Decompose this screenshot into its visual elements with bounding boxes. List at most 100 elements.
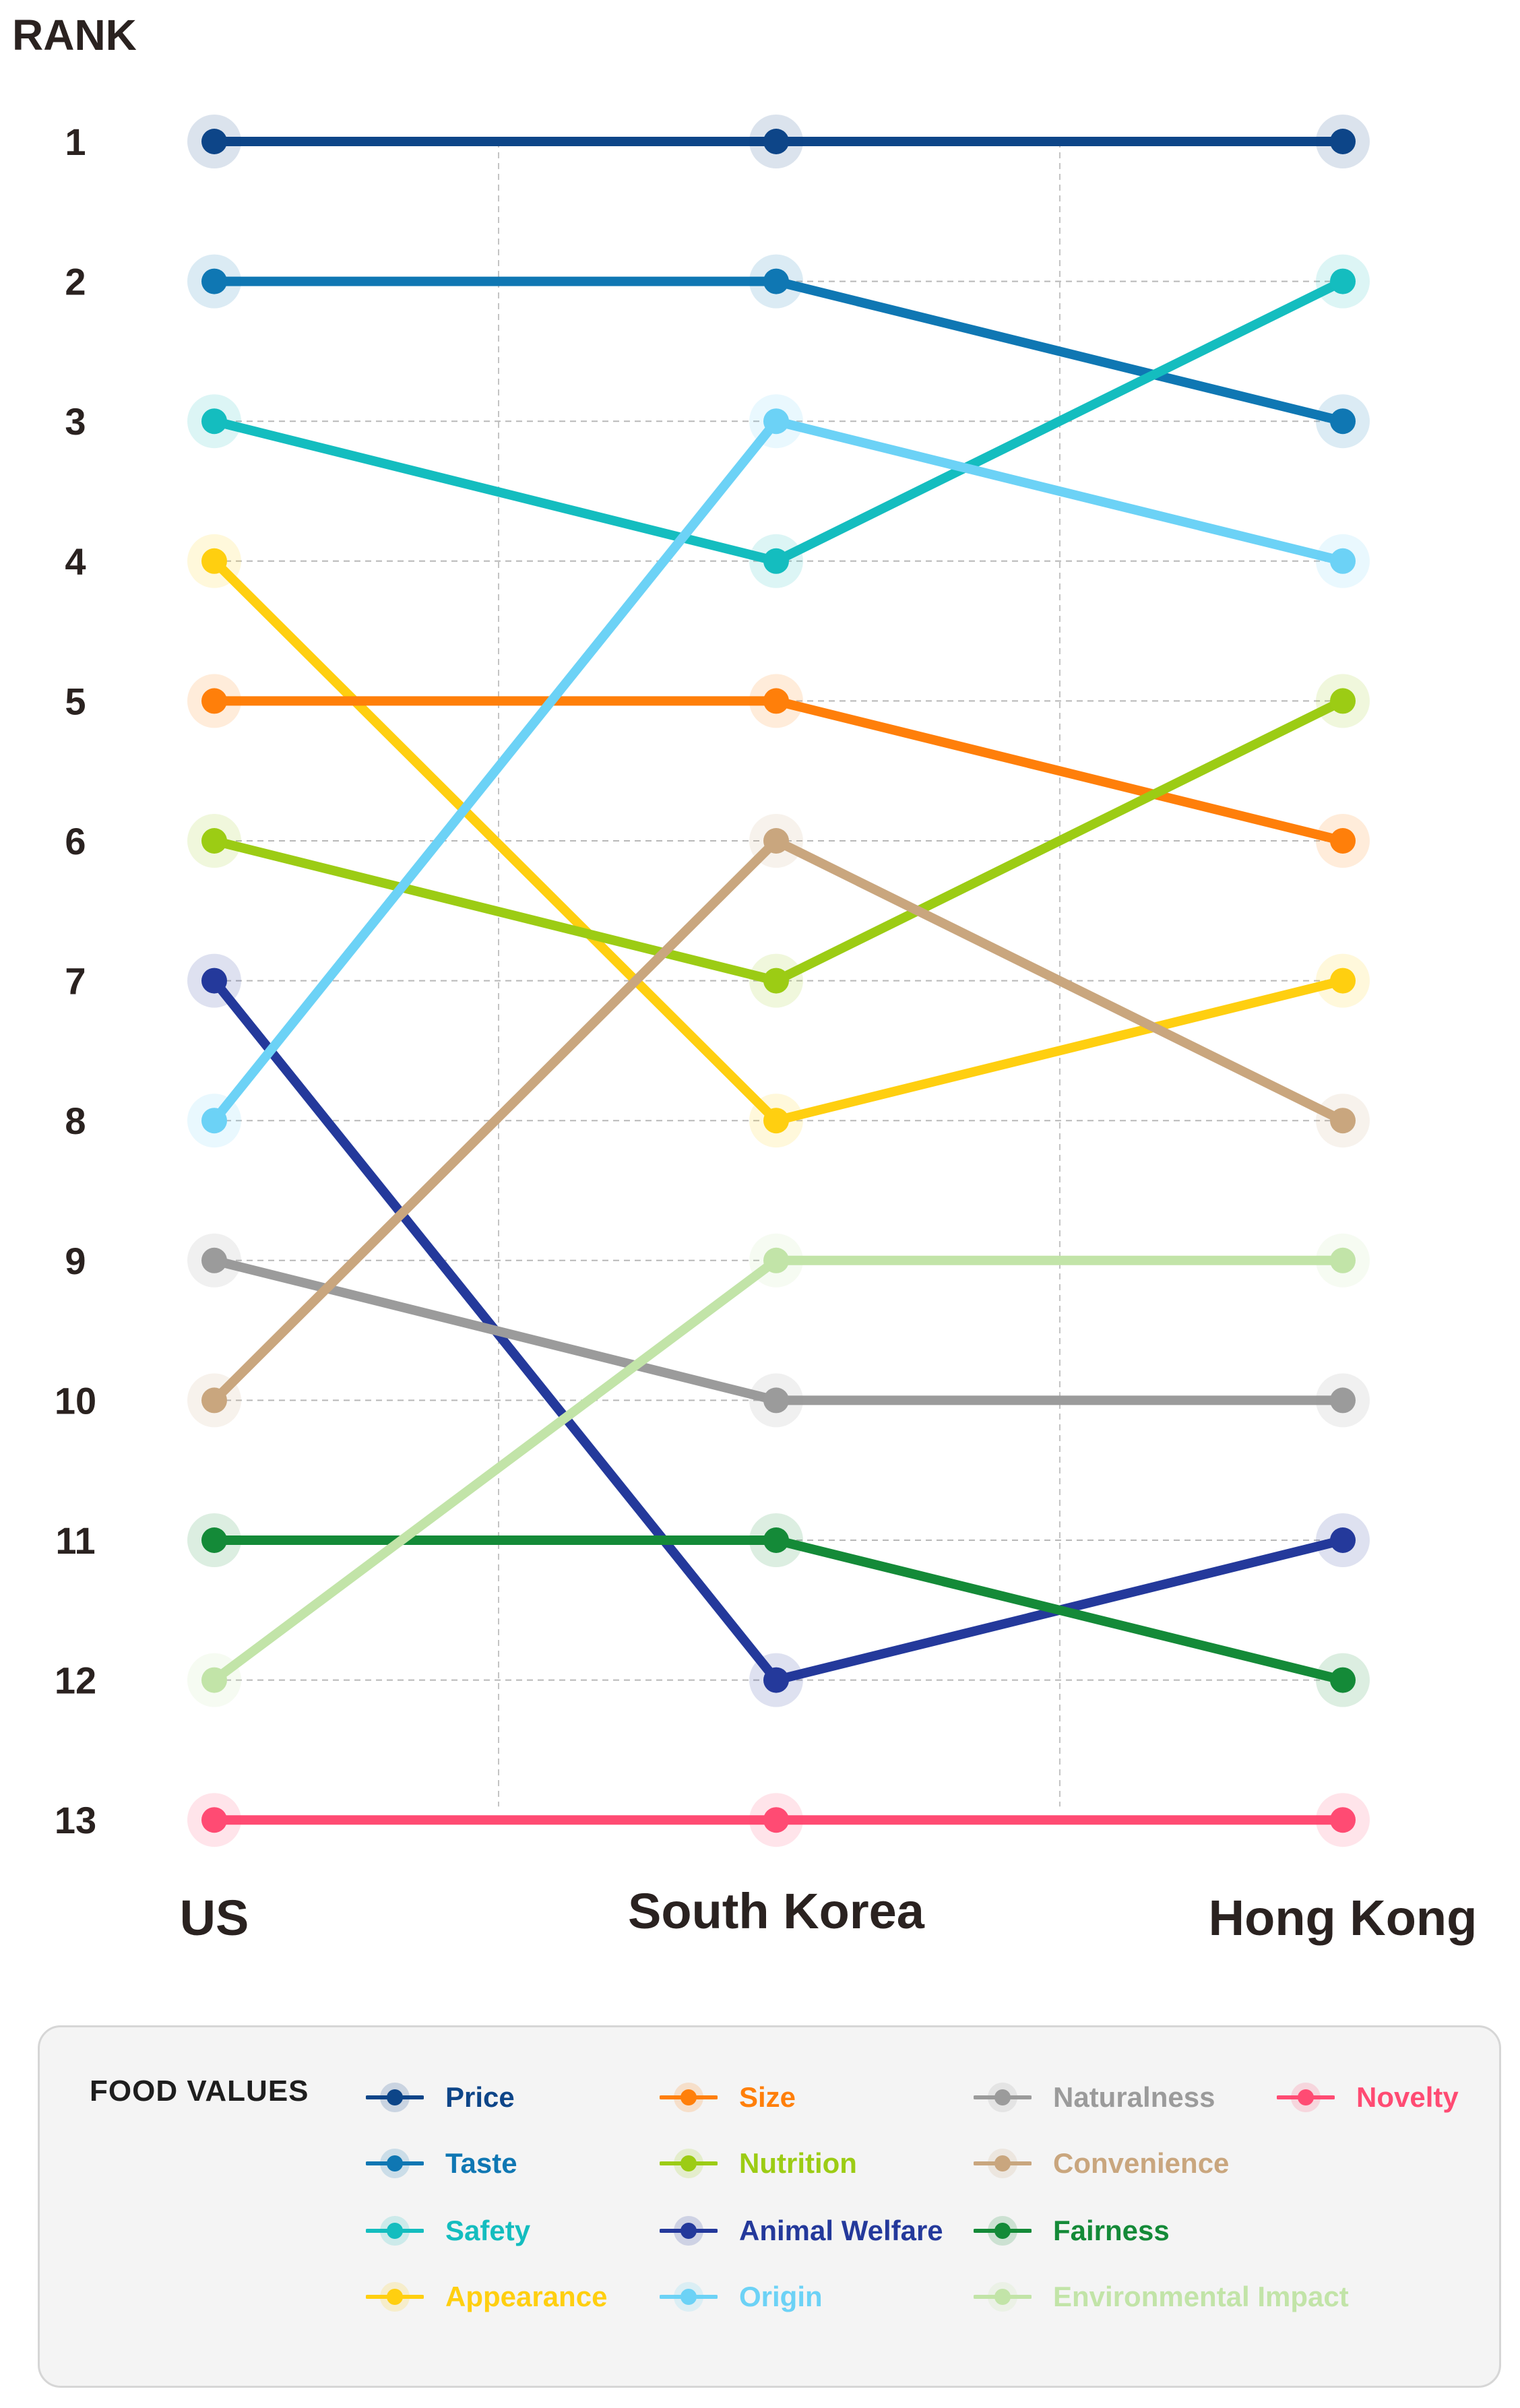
point-fairness xyxy=(201,1527,227,1553)
point-size xyxy=(763,688,789,714)
country-tick-labels: US South Korea Hong Kong xyxy=(180,1883,1478,1946)
point-price xyxy=(201,129,227,154)
legend-swatch-appearance xyxy=(366,2282,424,2312)
point-price xyxy=(1330,129,1356,154)
point-size xyxy=(201,688,227,714)
country-label-south-korea: South Korea xyxy=(628,1883,925,1939)
point-origin xyxy=(763,408,789,435)
legend-swatch-safety xyxy=(366,2216,424,2246)
rank-tick-label: 11 xyxy=(55,1519,95,1562)
legend-swatch-nutrition xyxy=(660,2149,718,2178)
y-axis-title: RANK xyxy=(12,11,137,59)
legend-item-appearance: Appearance xyxy=(366,2277,607,2317)
country-label-us: US xyxy=(180,1890,249,1946)
rank-tick-label: 12 xyxy=(55,1659,96,1702)
rank-tick-label: 6 xyxy=(65,820,86,862)
legend-item-naturalness: Naturalness xyxy=(974,2077,1215,2118)
rank-tick-label: 8 xyxy=(65,1100,86,1142)
legend-title: FOOD VALUES xyxy=(90,2074,309,2108)
point-taste xyxy=(201,268,227,294)
legend-item-size: Size xyxy=(660,2077,796,2118)
legend-label-convenience: Convenience xyxy=(1053,2147,1230,2179)
point-animal-welfare xyxy=(201,968,227,994)
point-naturalness xyxy=(201,1247,227,1273)
point-convenience xyxy=(201,1387,227,1414)
point-size xyxy=(1330,828,1356,854)
legend: FOOD VALUES Price Taste Safety Appearance Si… xyxy=(38,2025,1501,2388)
legend-swatch-naturalness xyxy=(974,2083,1032,2112)
point-nutrition xyxy=(763,968,789,994)
point-safety xyxy=(201,408,227,435)
series-line-origin xyxy=(210,416,1348,1126)
rank-tick-label: 3 xyxy=(65,400,86,443)
rank-tick-label: 5 xyxy=(65,680,86,722)
legend-swatch-convenience xyxy=(974,2149,1032,2178)
legend-swatch-animal-welfare xyxy=(660,2216,718,2246)
legend-swatch-size xyxy=(660,2083,718,2112)
legend-item-environmental-impact: Environmental Impact xyxy=(974,2277,1349,2317)
point-environmental-impact xyxy=(1330,1247,1356,1273)
legend-label-safety: Safety xyxy=(445,2215,531,2246)
legend-label-taste: Taste xyxy=(445,2147,517,2179)
legend-swatch-fairness xyxy=(974,2216,1032,2246)
rank-tick-label: 10 xyxy=(55,1379,96,1422)
legend-label-naturalness: Naturalness xyxy=(1053,2081,1215,2113)
legend-item-nutrition: Nutrition xyxy=(660,2143,857,2184)
legend-swatch-novelty xyxy=(1277,2083,1335,2112)
legend-item-animal-welfare: Animal Welfare xyxy=(660,2211,943,2251)
rank-tick-label: 4 xyxy=(65,540,86,583)
point-appearance xyxy=(1330,968,1356,994)
point-safety xyxy=(763,548,789,574)
series-line-animal-welfare xyxy=(210,976,1348,1685)
point-environmental-impact xyxy=(763,1247,789,1273)
rank-tick-label: 13 xyxy=(55,1799,96,1841)
point-fairness xyxy=(1330,1667,1356,1693)
point-naturalness xyxy=(763,1387,789,1414)
legend-label-animal-welfare: Animal Welfare xyxy=(739,2215,943,2246)
point-appearance xyxy=(201,548,227,574)
legend-item-fairness: Fairness xyxy=(974,2211,1170,2251)
rank-tick-label: 1 xyxy=(65,121,86,163)
point-convenience xyxy=(763,828,789,854)
point-fairness xyxy=(763,1527,789,1553)
country-label-hong-kong: Hong Kong xyxy=(1209,1890,1478,1946)
legend-swatch-environmental-impact xyxy=(974,2282,1032,2312)
point-convenience xyxy=(1330,1108,1356,1134)
point-environmental-impact xyxy=(201,1667,227,1693)
legend-label-environmental-impact: Environmental Impact xyxy=(1053,2281,1349,2312)
legend-label-price: Price xyxy=(445,2081,515,2113)
legend-label-novelty: Novelty xyxy=(1356,2081,1459,2113)
point-origin xyxy=(201,1108,227,1134)
legend-swatch-origin xyxy=(660,2282,718,2312)
point-animal-welfare xyxy=(1330,1527,1356,1553)
point-price xyxy=(763,129,789,154)
legend-item-novelty: Novelty xyxy=(1277,2077,1459,2118)
legend-label-size: Size xyxy=(739,2081,796,2113)
point-novelty xyxy=(201,1807,227,1833)
rank-tick-label: 7 xyxy=(65,960,86,1003)
legend-label-origin: Origin xyxy=(739,2281,823,2312)
legend-item-safety: Safety xyxy=(366,2211,530,2251)
point-appearance xyxy=(763,1108,789,1134)
rank-tick-label: 2 xyxy=(65,261,86,303)
legend-item-price: Price xyxy=(366,2077,515,2118)
point-taste xyxy=(1330,408,1356,435)
series-line-environmental-impact xyxy=(210,1255,1348,1685)
point-novelty xyxy=(763,1807,789,1833)
point-naturalness xyxy=(1330,1387,1356,1414)
point-nutrition xyxy=(201,828,227,854)
point-origin xyxy=(1330,548,1356,574)
point-taste xyxy=(763,268,789,294)
legend-label-fairness: Fairness xyxy=(1053,2215,1170,2246)
legend-swatch-taste xyxy=(366,2149,424,2178)
legend-item-taste: Taste xyxy=(366,2143,517,2184)
point-animal-welfare xyxy=(763,1667,789,1693)
point-nutrition xyxy=(1330,688,1356,714)
point-novelty xyxy=(1330,1807,1356,1833)
legend-item-origin: Origin xyxy=(660,2277,823,2317)
legend-label-nutrition: Nutrition xyxy=(739,2147,857,2179)
series-points xyxy=(187,115,1370,1847)
point-safety xyxy=(1330,268,1356,294)
